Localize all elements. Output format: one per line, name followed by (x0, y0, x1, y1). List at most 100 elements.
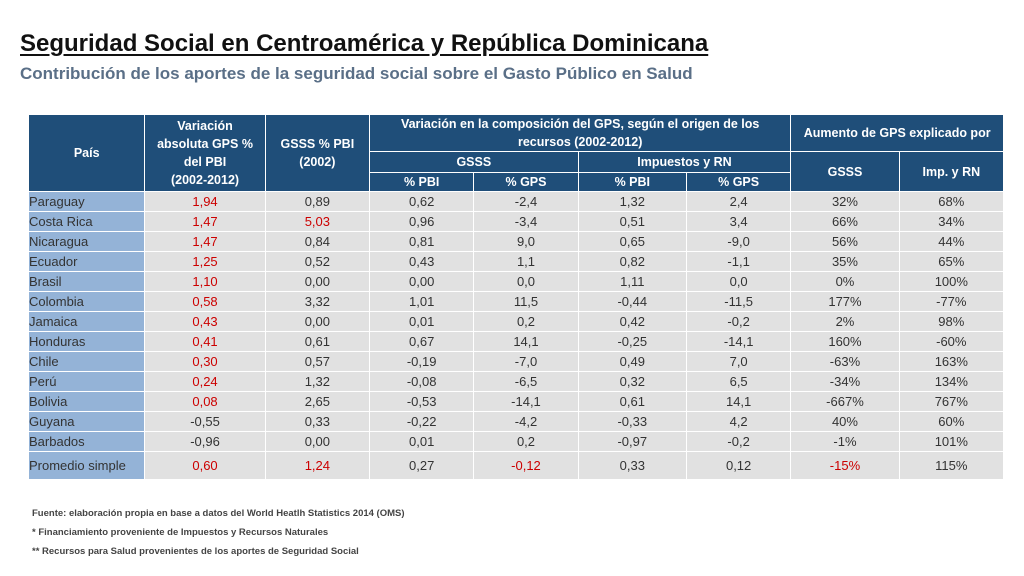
cell-gsss-pbi: 0,00 (264, 271, 371, 292)
cell-imp-pct-pbi: 0,61 (577, 391, 687, 412)
cell-variacion: 0,08 (144, 391, 266, 412)
cell-aum-imp: 98% (898, 311, 1005, 332)
cell-imp-pct-pbi: -0,97 (577, 431, 687, 452)
average-row: Promedio simple 0,60 1,24 0,27 -0,12 0,3… (27, 451, 1005, 480)
cell-aum-imp: 115% (898, 451, 1005, 480)
cell-imp-pct-gps: 7,0 (685, 351, 792, 372)
cell-gsss-pct-gps: 9,0 (473, 231, 579, 252)
cell-aum-gsss: -15% (790, 451, 900, 480)
cell-pais: Brasil (27, 271, 146, 292)
header-aumento: Aumento de GPS explicado por (790, 114, 1004, 152)
header-aumento-gsss: GSSS (790, 151, 900, 192)
cell-gsss-pct-gps: -6,5 (473, 371, 579, 392)
cell-imp-pct-gps: 0,0 (685, 271, 792, 292)
header-imp-pct-pbi: % PBI (577, 172, 687, 192)
cell-pais: Guyana (27, 411, 146, 432)
cell-imp-pct-gps: -0,2 (685, 431, 792, 452)
cell-imp-pct-pbi: 0,51 (577, 211, 687, 232)
cell-aum-imp: 100% (898, 271, 1005, 292)
cell-imp-pct-pbi: -0,44 (577, 291, 687, 312)
cell-gsss-pct-pbi: 0,01 (369, 431, 475, 452)
cell-variacion: 1,10 (144, 271, 266, 292)
cell-imp-pct-gps: 2,4 (685, 191, 792, 212)
cell-gsss-pbi: 0,89 (264, 191, 371, 212)
cell-aum-gsss: 2% (790, 311, 900, 332)
cell-imp-pct-pbi: 0,42 (577, 311, 687, 332)
cell-variacion: 1,25 (144, 251, 266, 272)
header-gsss-line1: GSSS % PBI (280, 137, 355, 151)
cell-aum-gsss: 32% (790, 191, 900, 212)
cell-imp-pct-gps: -0,2 (685, 311, 792, 332)
footnote-1: * Financiamiento proveniente de Impuesto… (32, 527, 329, 538)
table-row: Barbados -0,96 0,00 0,01 0,2 -0,97 -0,2 … (27, 431, 1005, 452)
cell-gsss-pbi: 0,52 (264, 251, 371, 272)
header-sub-impuestos: Impuestos y RN (577, 151, 792, 173)
cell-imp-pct-pbi: 0,65 (577, 231, 687, 252)
cell-gsss-pct-pbi: 1,01 (369, 291, 475, 312)
cell-imp-pct-pbi: 0,33 (577, 451, 687, 480)
cell-aum-gsss: 177% (790, 291, 900, 312)
table-row: Colombia 0,58 3,32 1,01 11,5 -0,44 -11,5… (27, 291, 1005, 312)
table-row: Jamaica 0,43 0,00 0,01 0,2 0,42 -0,2 2% … (27, 311, 1005, 332)
cell-gsss-pct-gps: -0,12 (473, 451, 579, 480)
cell-gsss-pct-pbi: 0,01 (369, 311, 475, 332)
header-pais: País (27, 114, 146, 192)
cell-aum-imp: 68% (898, 191, 1005, 212)
footnotes: Fuente: elaboración propia en base a dat… (32, 504, 405, 561)
cell-gsss-pct-pbi: 0,96 (369, 211, 475, 232)
header-gsss-pct-gps: % GPS (473, 172, 579, 192)
cell-aum-gsss: 0% (790, 271, 900, 292)
cell-gsss-pct-pbi: 0,62 (369, 191, 475, 212)
cell-gsss-pct-pbi: -0,53 (369, 391, 475, 412)
table-row: Ecuador 1,25 0,52 0,43 1,1 0,82 -1,1 35%… (27, 251, 1005, 272)
cell-gsss-pct-gps: 0,0 (473, 271, 579, 292)
cell-pais: Promedio simple (27, 451, 146, 480)
cell-imp-pct-pbi: 1,11 (577, 271, 687, 292)
cell-imp-pct-pbi: 0,82 (577, 251, 687, 272)
cell-variacion: 0,41 (144, 331, 266, 352)
cell-pais: Bolivia (27, 391, 146, 412)
cell-variacion: 1,47 (144, 231, 266, 252)
cell-imp-pct-gps: 6,5 (685, 371, 792, 392)
cell-gsss-pct-gps: -4,2 (473, 411, 579, 432)
header-variacion-line1: Variación (177, 119, 233, 133)
cell-gsss-pbi: 1,32 (264, 371, 371, 392)
cell-aum-gsss: 160% (790, 331, 900, 352)
cell-aum-gsss: -34% (790, 371, 900, 392)
page-subtitle: Contribución de los aportes de la seguri… (20, 64, 693, 83)
cell-imp-pct-gps: 3,4 (685, 211, 792, 232)
cell-gsss-pbi: 1,24 (264, 451, 371, 480)
cell-aum-gsss: -63% (790, 351, 900, 372)
header-variacion-line3: del PBI (183, 155, 227, 169)
cell-gsss-pbi: 0,57 (264, 351, 371, 372)
header-imp-pct-gps: % GPS (685, 172, 792, 192)
cell-aum-imp: 163% (898, 351, 1005, 372)
cell-aum-imp: 767% (898, 391, 1005, 412)
cell-pais: Ecuador (27, 251, 146, 272)
cell-variacion: 0,30 (144, 351, 266, 372)
table-row: Honduras 0,41 0,61 0,67 14,1 -0,25 -14,1… (27, 331, 1005, 352)
cell-imp-pct-gps: 4,2 (685, 411, 792, 432)
cell-pais: Perú (27, 371, 146, 392)
cell-gsss-pbi: 0,33 (264, 411, 371, 432)
footnote-2: ** Recursos para Salud provenientes de l… (32, 546, 359, 557)
table-row: Paraguay 1,94 0,89 0,62 -2,4 1,32 2,4 32… (27, 191, 1005, 212)
cell-variacion: 0,24 (144, 371, 266, 392)
header-gsss-pbi: GSSS % PBI (2002) (264, 114, 371, 192)
cell-gsss-pct-gps: 11,5 (473, 291, 579, 312)
header-gsss-line2: (2002) (299, 155, 336, 169)
header-variacion-line2: absoluta GPS % (157, 137, 253, 151)
header-composicion: Variación en la composición del GPS, seg… (369, 114, 792, 152)
header-gsss-pct-pbi: % PBI (369, 172, 475, 192)
cell-imp-pct-gps: -9,0 (685, 231, 792, 252)
table-row: Perú 0,24 1,32 -0,08 -6,5 0,32 6,5 -34% … (27, 371, 1005, 392)
cell-gsss-pct-pbi: 0,67 (369, 331, 475, 352)
cell-gsss-pct-pbi: -0,22 (369, 411, 475, 432)
cell-imp-pct-gps: -14,1 (685, 331, 792, 352)
cell-aum-gsss: 35% (790, 251, 900, 272)
cell-gsss-pbi: 5,03 (264, 211, 371, 232)
cell-imp-pct-pbi: 0,32 (577, 371, 687, 392)
cell-variacion: 0,60 (144, 451, 266, 480)
cell-variacion: 0,58 (144, 291, 266, 312)
cell-aum-gsss: -667% (790, 391, 900, 412)
